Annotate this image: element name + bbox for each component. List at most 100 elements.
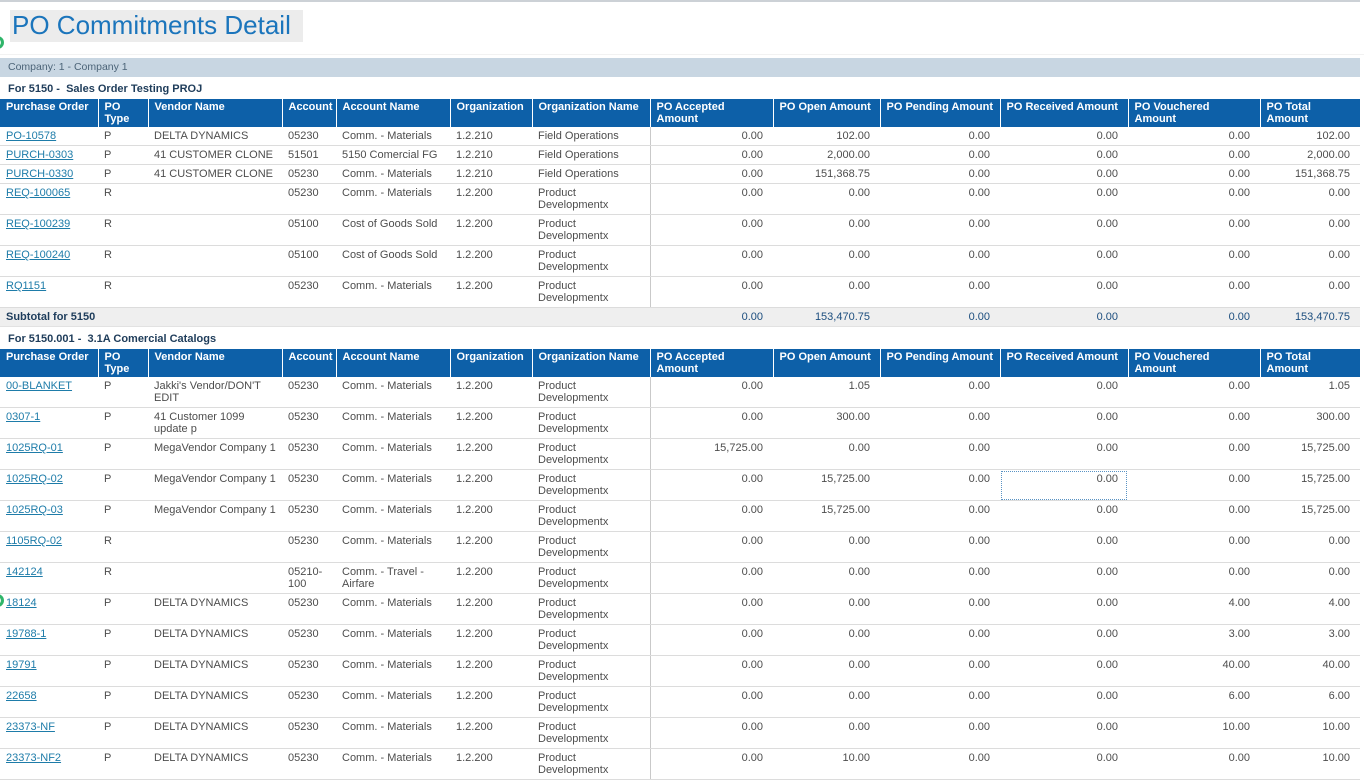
po-link[interactable]: 1025RQ-03 (6, 504, 63, 516)
org-cell: 1.2.200 (450, 214, 532, 246)
type-cell: P (98, 164, 148, 184)
vendor-cell (148, 562, 282, 594)
org-cell: 1.2.200 (450, 377, 532, 408)
subtotal-po-vouchered-amount-cell: 0.00 (1128, 307, 1260, 327)
account-cell: 05230 (282, 469, 336, 501)
po-total-amount-cell: 4.00 (1260, 593, 1360, 625)
table-row: 23373-NF P DELTA DYNAMICS 05230 Comm. - Mate… (0, 717, 1360, 749)
po-open-amount-cell: 0.00 (773, 593, 880, 625)
account-cell: 05230 (282, 655, 336, 687)
po-accepted-amount-cell: 0.00 (650, 276, 773, 308)
po-open-amount-cell: 0.00 (773, 717, 880, 749)
po-link[interactable]: PURCH-0330 (6, 168, 74, 180)
po-vouchered-amount-cell: 0.00 (1128, 145, 1260, 165)
po-link[interactable]: REQ-100239 (6, 218, 71, 230)
table-row: 1025RQ-01 P MegaVendor Company 1 05230 Comm.… (0, 438, 1360, 470)
column-header-account: Account (281, 99, 336, 127)
account-cell: 05230 (282, 717, 336, 749)
org-cell: 1.2.200 (450, 655, 532, 687)
subtotal-po-received-amount-cell: 0.00 (1000, 307, 1128, 327)
po-pending-amount-cell: 0.00 (880, 276, 1000, 308)
po-link[interactable]: 1025RQ-02 (6, 473, 63, 485)
po-link[interactable]: 18124 (6, 597, 37, 609)
po-accepted-amount-cell: 0.00 (650, 624, 773, 656)
po-total-amount-cell: 1.05 (1260, 377, 1360, 408)
account-cell: 05100 (282, 214, 336, 246)
org-cell: 1.2.200 (450, 438, 532, 470)
po-link[interactable]: 00-BLANKET (6, 380, 73, 392)
po-received-amount-cell: 0.00 (1000, 183, 1128, 215)
po-link[interactable]: 22658 (6, 690, 37, 702)
org-name-cell: Product Developmentx (532, 624, 651, 656)
table-row: 00-BLANKET P Jakki's Vendor/DON'T EDIT 0523… (0, 377, 1360, 408)
purchase-order-cell: 19791 (0, 655, 98, 687)
org-cell: 1.2.200 (450, 593, 532, 625)
po-link[interactable]: 19788-1 (6, 628, 47, 640)
po-link[interactable]: 142124 (6, 566, 43, 578)
table-row: 1105RQ-02 R 05230 Comm. - Materials 1.2.200 P… (0, 531, 1360, 563)
po-total-amount-cell: 0.00 (1260, 276, 1360, 308)
po-link[interactable]: REQ-100240 (6, 249, 71, 261)
account-cell: 05230 (282, 531, 336, 563)
po-open-amount-cell: 151,368.75 (773, 164, 880, 184)
purchase-order-cell: 1025RQ-03 (0, 500, 98, 532)
type-cell: P (98, 655, 148, 687)
column-header-po-total-amount: PO Total Amount (1259, 99, 1360, 127)
purchase-order-cell: REQ-100065 (0, 183, 98, 215)
org-cell: 1.2.200 (450, 245, 532, 277)
account-name-cell: Comm. - Materials (336, 183, 450, 215)
account-name-cell: Comm. - Materials (336, 500, 450, 532)
po-link[interactable]: PO-10578 (6, 130, 57, 142)
po-link[interactable]: 1025RQ-01 (6, 442, 63, 454)
table-row: REQ-100065 R 05230 Comm. - Materials 1.2.200… (0, 183, 1360, 215)
po-pending-amount-cell: 0.00 (880, 500, 1000, 532)
po-received-amount-cell: 0.00 (1000, 593, 1128, 625)
po-link[interactable]: REQ-100065 (6, 187, 71, 199)
po-link[interactable]: PURCH-0303 (6, 149, 74, 161)
po-received-amount-cell: 0.00 (1000, 717, 1128, 749)
org-name-cell: Field Operations (532, 127, 651, 146)
purchase-order-cell: 00-BLANKET (0, 377, 98, 408)
account-cell: 05230 (282, 276, 336, 308)
po-vouchered-amount-cell: 0.00 (1128, 531, 1260, 563)
po-total-amount-cell: 10.00 (1260, 748, 1360, 780)
focused-grid-cell[interactable]: 0.00 (1000, 469, 1128, 501)
account-cell: 51501 (282, 145, 336, 165)
account-name-cell: Comm. - Materials (336, 748, 450, 780)
po-total-amount-cell: 15,725.00 (1260, 438, 1360, 470)
po-pending-amount-cell: 0.00 (880, 748, 1000, 780)
po-link[interactable]: 0307-1 (6, 411, 41, 423)
purchase-order-cell: PURCH-0303 (0, 145, 98, 165)
column-header-po-pending-amount: PO Pending Amount (879, 349, 1000, 377)
subtotal-po-pending-amount-cell: 0.00 (880, 307, 1000, 327)
po-link[interactable]: 1105RQ-02 (6, 535, 63, 547)
po-accepted-amount-cell: 0.00 (650, 377, 773, 408)
po-received-amount-cell: 0.00 (1000, 407, 1128, 439)
account-name-cell: Comm. - Materials (336, 469, 450, 501)
org-name-cell: Product Developmentx (532, 469, 651, 501)
report-sections: For 5150 - Sales Order Testing PROJ Purch… (0, 79, 1364, 780)
purchase-order-cell: 23373-NF2 (0, 748, 98, 780)
org-name-cell: Product Developmentx (532, 593, 651, 625)
po-total-amount-cell: 2,000.00 (1260, 145, 1360, 165)
po-vouchered-amount-cell: 0.00 (1128, 183, 1260, 215)
project-section: For 5150 - Sales Order Testing PROJ Purch… (0, 79, 1364, 327)
column-header-po-open-amount: PO Open Amount (772, 349, 880, 377)
po-received-amount-cell: 0.00 (1000, 686, 1128, 718)
column-header-organization-name: Organization Name (531, 349, 650, 377)
po-link[interactable]: 19791 (6, 659, 37, 671)
po-received-amount-cell: 0.00 (1000, 164, 1128, 184)
po-link[interactable]: RQ1151 (6, 280, 47, 292)
po-vouchered-amount-cell: 4.00 (1128, 593, 1260, 625)
po-link[interactable]: 23373-NF2 (6, 752, 62, 764)
account-cell: 05230 (282, 127, 336, 146)
org-name-cell: Product Developmentx (532, 531, 651, 563)
type-cell: P (98, 624, 148, 656)
account-name-cell: Comm. - Materials (336, 624, 450, 656)
po-pending-amount-cell: 0.00 (880, 145, 1000, 165)
po-link[interactable]: 23373-NF (6, 721, 55, 733)
account-cell: 05230 (282, 593, 336, 625)
po-vouchered-amount-cell: 0.00 (1128, 500, 1260, 532)
po-open-amount-cell: 0.00 (773, 624, 880, 656)
purchase-order-cell: 23373-NF (0, 717, 98, 749)
